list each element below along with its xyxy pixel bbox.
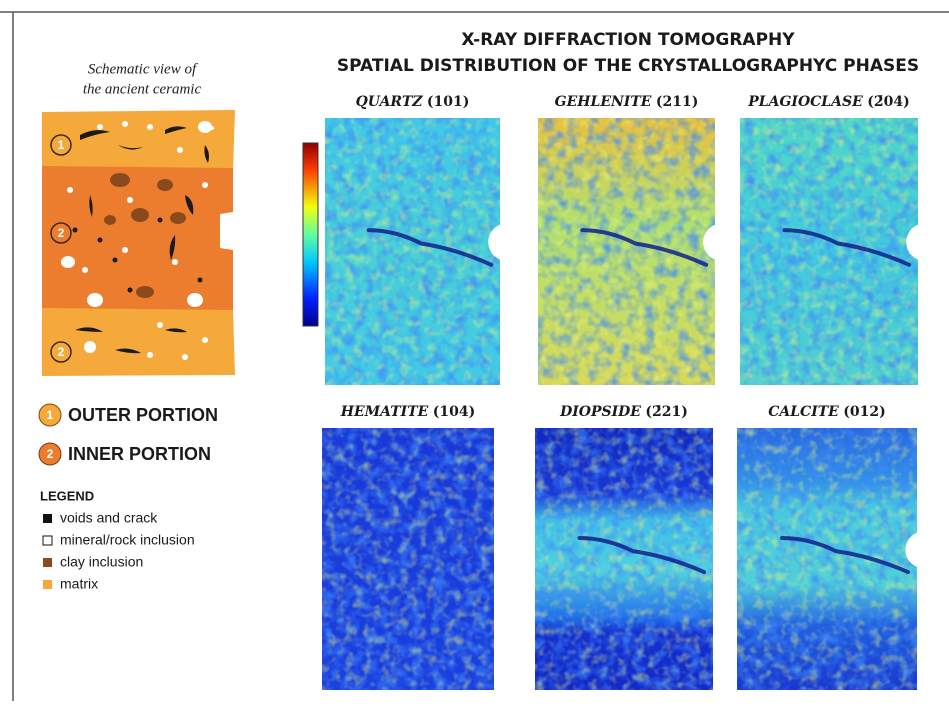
map-texture: [325, 118, 500, 385]
panel-index: (2̄21): [645, 404, 687, 420]
panel-index: (104): [433, 404, 475, 420]
tomography-map: [538, 118, 715, 385]
map-texture: [322, 428, 494, 690]
tomography-map: [325, 118, 500, 385]
tomography-map: [737, 428, 917, 690]
map-texture: [740, 118, 918, 385]
figure: Schematic view of the ancient ceramic: [0, 0, 949, 701]
panels: QUARTZ (101) GEHLENITE (211) PLAGIOCLASE (…: [322, 93, 918, 690]
panel-name: QUARTZ: [356, 94, 424, 110]
panel-label: DIOPSIDE (2̄21): [559, 403, 688, 420]
zone-marker: 2: [58, 226, 65, 240]
panel-label: GEHLENITE (211): [555, 93, 699, 110]
figure-title: SPATIAL DISTRIBUTION OF THE CRYSTALLOGRA…: [337, 56, 919, 76]
zone-marker: 2: [58, 345, 65, 359]
panel-label: QUARTZ (101): [356, 93, 470, 110]
panel-index: (211): [656, 94, 698, 110]
badge-text: 1: [47, 408, 54, 422]
legend-swatch: [43, 558, 52, 567]
portion-label: INNER PORTION: [68, 444, 211, 464]
caption: Schematic view of: [88, 61, 198, 77]
panel-label: PLAGIOCLASE (2̄04): [747, 93, 910, 110]
portion-label: OUTER PORTION: [68, 405, 218, 425]
legend-swatch: [43, 580, 52, 589]
tomography-map: [535, 428, 713, 690]
legend-item: mineral/rock inclusion: [60, 532, 195, 548]
legend-title: LEGEND: [40, 488, 94, 503]
legend-item: matrix: [60, 576, 98, 592]
panel-name: PLAGIOCLASE: [747, 94, 863, 110]
panel-label: CALCITE (012): [768, 403, 886, 420]
caption: the ancient ceramic: [83, 81, 202, 97]
badge-text: 2: [47, 447, 54, 461]
map-texture: [535, 428, 713, 690]
legend-item: clay inclusion: [60, 554, 143, 570]
tomography-map: [322, 428, 494, 690]
figure-title: X-RAY DIFFRACTION TOMOGRAPHY: [461, 30, 795, 50]
panel-name: GEHLENITE: [555, 94, 652, 110]
legend-item: voids and crack: [60, 510, 158, 526]
legend-swatch: [43, 536, 52, 545]
schematic: [42, 110, 235, 376]
panel-index: (012): [843, 404, 885, 420]
colorbar: [303, 143, 318, 326]
map-texture: [538, 118, 715, 385]
zone-marker: 1: [58, 138, 65, 152]
panel-index: (2̄04): [867, 94, 909, 110]
panel-name: HEMATITE: [340, 404, 429, 420]
legend-swatch: [43, 514, 52, 523]
panel-index: (101): [427, 94, 469, 110]
tomography-map: [740, 118, 918, 385]
panel-name: CALCITE: [768, 404, 839, 420]
panel-name: DIOPSIDE: [559, 404, 641, 420]
map-texture: [737, 428, 917, 690]
panel-label: HEMATITE (104): [340, 403, 476, 420]
